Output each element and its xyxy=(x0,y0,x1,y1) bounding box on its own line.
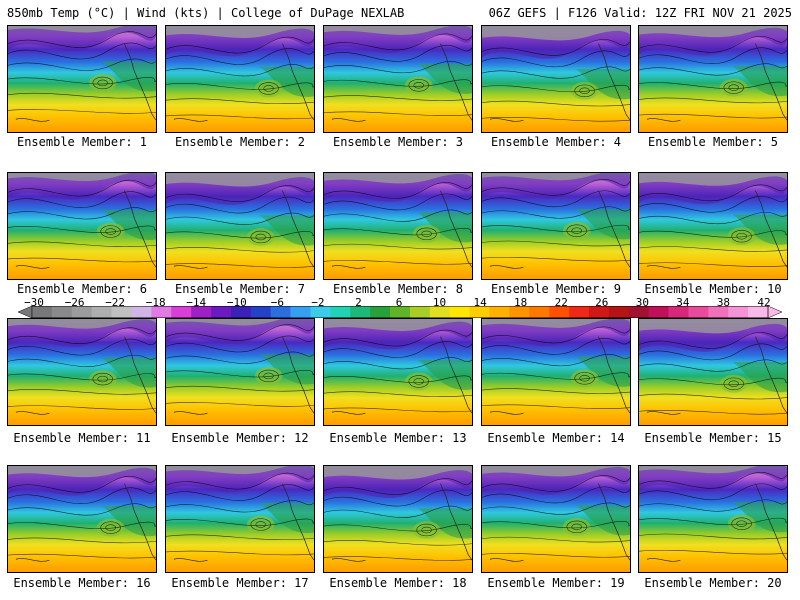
colorbar-segment xyxy=(668,306,689,318)
ensemble-map-16 xyxy=(7,465,157,573)
colorbar-tick-label: 38 xyxy=(716,296,731,309)
colorbar-tick-label: 2 xyxy=(355,296,362,309)
colorbar-segment xyxy=(151,306,172,318)
colorbar-segment xyxy=(588,306,610,318)
colorbar-segment xyxy=(648,306,669,318)
ensemble-map-8 xyxy=(323,172,473,280)
colorbar-segment xyxy=(330,306,351,318)
colorbar-segment xyxy=(71,306,92,318)
ensemble-member-label: Ensemble Member: 6 xyxy=(16,282,148,296)
colorbar-segment xyxy=(628,306,649,318)
ensemble-map-13 xyxy=(323,318,473,426)
colorbar-segment xyxy=(171,306,192,318)
ensemble-member-label: Ensemble Member: 16 xyxy=(13,576,151,590)
ensemble-member-label: Ensemble Member: 11 xyxy=(13,431,151,445)
ensemble-member-label: Ensemble Member: 20 xyxy=(644,576,782,590)
ensemble-map-14 xyxy=(481,318,631,426)
colorbar-tick-label: −2 xyxy=(311,296,325,309)
colorbar-tick-label: −18 xyxy=(145,296,166,309)
ensemble-member-label: Ensemble Member: 14 xyxy=(487,431,625,445)
colorbar-segment xyxy=(250,306,272,318)
ensemble-member-label: Ensemble Member: 3 xyxy=(332,135,464,149)
ensemble-member-label: Ensemble Member: 5 xyxy=(647,135,779,149)
ensemble-map-9 xyxy=(481,172,631,280)
colorbar-tick-label: 14 xyxy=(473,296,487,309)
colorbar-tick-label: −22 xyxy=(105,296,126,309)
colorbar-tick-label: −10 xyxy=(226,296,247,309)
colorbar-segment xyxy=(310,306,331,318)
colorbar-segment xyxy=(350,306,371,318)
ensemble-map-4 xyxy=(481,25,631,133)
colorbar-segment xyxy=(111,306,132,318)
colorbar-segment xyxy=(211,306,232,318)
ensemble-map-11 xyxy=(7,318,157,426)
ensemble-member-label: Ensemble Member: 10 xyxy=(644,282,782,296)
colorbar-segment xyxy=(91,306,112,318)
colorbar-tick-label: −14 xyxy=(186,296,207,309)
ensemble-map-17 xyxy=(165,465,315,573)
ensemble-member-label: Ensemble Member: 1 xyxy=(16,135,148,149)
colorbar-tick-label: −26 xyxy=(64,296,85,309)
ensemble-map-18 xyxy=(323,465,473,573)
ensemble-map-10 xyxy=(638,172,788,280)
ensemble-member-label: Ensemble Member: 2 xyxy=(174,135,306,149)
map-title: 850mb Temp (°C) | Wind (kts) | College o… xyxy=(7,6,405,20)
colorbar-segment xyxy=(728,306,749,318)
colorbar-segment xyxy=(230,306,252,318)
colorbar-segment xyxy=(409,306,431,318)
colorbar-segment xyxy=(489,306,510,318)
colorbar-segment xyxy=(708,306,729,318)
colorbar-segment xyxy=(51,306,73,318)
colorbar-tick-label: −6 xyxy=(270,296,284,309)
colorbar-tick-label: 10 xyxy=(432,296,447,309)
ensemble-map-15 xyxy=(638,318,788,426)
colorbar-tick-label: 42 xyxy=(757,296,771,309)
ensemble-member-label: Ensemble Member: 18 xyxy=(329,576,467,590)
colorbar-tick-label: 18 xyxy=(514,296,528,309)
ensemble-member-label: Ensemble Member: 8 xyxy=(332,282,464,296)
ensemble-member-label: Ensemble Member: 7 xyxy=(174,282,306,296)
ensemble-member-label: Ensemble Member: 4 xyxy=(490,135,622,149)
colorbar-segment xyxy=(549,306,570,318)
colorbar-segment xyxy=(469,306,490,318)
ensemble-map-5 xyxy=(638,25,788,133)
colorbar-tick-label: −30 xyxy=(24,296,44,309)
ensemble-map-20 xyxy=(638,465,788,573)
ensemble-member-label: Ensemble Member: 17 xyxy=(171,576,309,590)
colorbar-segment xyxy=(569,306,590,318)
model-run-info: 06Z GEFS | F126 Valid: 12Z FRI NOV 21 20… xyxy=(488,6,792,20)
ensemble-map-6 xyxy=(7,172,157,280)
colorbar-segment xyxy=(32,306,53,318)
ensemble-map-3 xyxy=(323,25,473,133)
colorbar-segment xyxy=(191,306,212,318)
colorbar-segment xyxy=(390,306,411,318)
ensemble-member-label: Ensemble Member: 13 xyxy=(329,431,467,445)
colorbar-tick-label: 26 xyxy=(595,296,609,309)
ensemble-map-12 xyxy=(165,318,315,426)
temperature-colorbar xyxy=(17,306,783,318)
colorbar-segment xyxy=(131,306,152,318)
colorbar-segment xyxy=(449,306,470,318)
colorbar-tick-label: 34 xyxy=(676,296,690,309)
ensemble-map-7 xyxy=(165,172,315,280)
ensemble-map-2 xyxy=(165,25,315,133)
colorbar-tick-label: 22 xyxy=(554,296,568,309)
ensemble-map-1 xyxy=(7,25,157,133)
colorbar-segment xyxy=(429,306,451,318)
colorbar-segment xyxy=(608,306,630,318)
colorbar-segment xyxy=(270,306,291,318)
ensemble-member-label: Ensemble Member: 19 xyxy=(487,576,625,590)
colorbar-tick-label: 30 xyxy=(635,296,649,309)
colorbar-tick-label: 6 xyxy=(395,296,403,309)
colorbar-segment xyxy=(509,306,530,318)
ensemble-member-label: Ensemble Member: 15 xyxy=(644,431,782,445)
colorbar-segment xyxy=(529,306,550,318)
colorbar-segment xyxy=(688,306,709,318)
colorbar-segment xyxy=(748,306,769,318)
ensemble-map-19 xyxy=(481,465,631,573)
colorbar-segment xyxy=(290,306,311,318)
colorbar-segment xyxy=(370,306,391,318)
ensemble-member-label: Ensemble Member: 9 xyxy=(490,282,622,296)
ensemble-member-label: Ensemble Member: 12 xyxy=(171,431,309,445)
